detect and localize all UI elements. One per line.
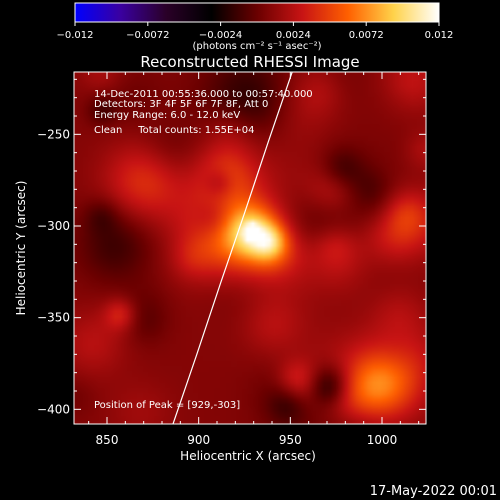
heatmap-area: [74, 72, 426, 424]
y-tick-label: −350: [37, 311, 70, 325]
footer-date: 17-May-2022 00:01: [370, 484, 497, 499]
colorbar-gradient: [74, 2, 440, 23]
solar-limb-curve: [172, 72, 293, 424]
y-axis-label: Heliocentric Y (arcsec): [14, 181, 28, 316]
annotation-detectors: Detectors: 3F 4F 5F 6F 7F 8F, Att 0: [94, 99, 268, 110]
x-axis-ticks: 850 900 950 1000: [88, 72, 420, 447]
colorbar-tick-label: 0.0024: [276, 30, 311, 41]
colorbar-tick-label: 0.012: [425, 30, 454, 41]
x-axis-label: Heliocentric X (arcsec): [180, 449, 316, 463]
y-tick-label: −400: [37, 402, 70, 416]
y-tick-label: −250: [37, 127, 70, 141]
annotation-total-counts: Clean Total counts: 1.55E+04: [94, 125, 254, 136]
chart-title: Reconstructed RHESSI Image: [140, 53, 359, 71]
colorbar-tick-label: −0.0024: [199, 30, 242, 41]
colorbar-ticks: −0.012 −0.0072 −0.0024 0.0024 0.0072 0.012: [56, 22, 453, 41]
annotation-peak-position: Position of Peak = [929,-303]: [94, 400, 240, 411]
y-tick-label: −300: [37, 219, 70, 233]
colorbar-tick-label: −0.0072: [126, 30, 169, 41]
colorbar: −0.012 −0.0072 −0.0024 0.0024 0.0072 0.012 (p…: [56, 2, 453, 52]
colorbar-units-label: (photons cm⁻² s⁻¹ asec⁻²): [192, 41, 321, 52]
x-tick-label: 1000: [367, 433, 398, 447]
plot-frame: [73, 71, 427, 425]
heatmap-image: [74, 72, 426, 424]
colorbar-tick-label: 0.0072: [349, 30, 384, 41]
annotation-energy-range: Energy Range: 6.0 - 12.0 keV: [94, 110, 240, 121]
y-axis-ticks: −250 −300 −350 −400: [37, 78, 426, 416]
x-tick-label: 950: [279, 433, 302, 447]
x-tick-label: 900: [187, 433, 210, 447]
colorbar-tick-label: −0.012: [56, 30, 93, 41]
annotation-block: 14-Dec-2011 00:55:36.000 to 00:57:40.000…: [94, 89, 313, 411]
annotation-time-range: 14-Dec-2011 00:55:36.000 to 00:57:40.000: [94, 89, 313, 100]
x-tick-label: 850: [96, 433, 119, 447]
